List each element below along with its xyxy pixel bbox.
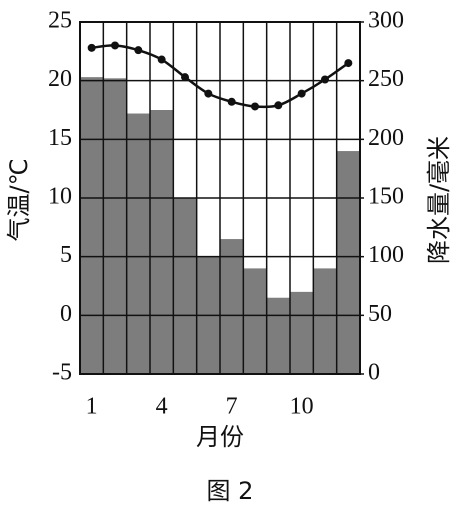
precipitation-bar: [266, 297, 290, 374]
y2-tick-label: 50: [368, 301, 392, 327]
y2-tick-label: 150: [368, 184, 404, 210]
y-tick-label: 25: [48, 8, 72, 34]
temperature-point: [181, 73, 189, 82]
precipitation-bar: [313, 268, 337, 374]
y2-tick-label: 300: [368, 8, 404, 34]
y-tick-label: 20: [48, 66, 72, 92]
temperature-point: [274, 101, 283, 110]
y-axis-label: 气温/℃: [5, 158, 33, 241]
precipitation-bar: [220, 239, 244, 374]
precipitation-bar: [150, 110, 174, 374]
y2-tick-label: 250: [368, 66, 404, 92]
precipitation-bar: [126, 113, 150, 375]
temperature-point: [87, 43, 96, 52]
precipitation-bar: [103, 78, 127, 374]
x-axis-label: 月份: [196, 423, 244, 451]
precipitation-bar: [243, 268, 267, 374]
y-tick-label: -5: [52, 360, 72, 386]
temperature-point: [134, 46, 143, 55]
caption: 图 2: [207, 477, 254, 505]
precipitation-bar: [80, 77, 104, 374]
y2-tick-label: 200: [368, 125, 404, 151]
temperature-point: [204, 89, 213, 98]
y2-tick-label: 100: [368, 242, 404, 268]
temperature-point: [227, 97, 236, 106]
y2-tick-label: 0: [368, 360, 380, 386]
temperature-point: [111, 41, 119, 50]
x-tick-label: 7: [226, 394, 238, 420]
precipitation-bar: [290, 291, 314, 374]
temperature-point: [157, 55, 166, 64]
precipitation-bar: [173, 198, 197, 374]
temperature-point: [251, 102, 259, 111]
y2-axis-label: 降水量/毫米: [425, 136, 453, 264]
temperature-point: [297, 89, 306, 98]
temperature-point: [344, 59, 353, 68]
x-tick-label: 4: [156, 394, 168, 420]
x-tick-label: 10: [290, 394, 314, 420]
y-tick-label: 5: [60, 242, 72, 268]
y-tick-label: 0: [60, 301, 72, 327]
x-tick-label: 1: [86, 394, 98, 420]
temperature-point: [321, 75, 329, 84]
y-tick-label: 10: [48, 184, 72, 210]
y-tick-label: 15: [48, 125, 72, 151]
precipitation-bar: [336, 151, 360, 374]
